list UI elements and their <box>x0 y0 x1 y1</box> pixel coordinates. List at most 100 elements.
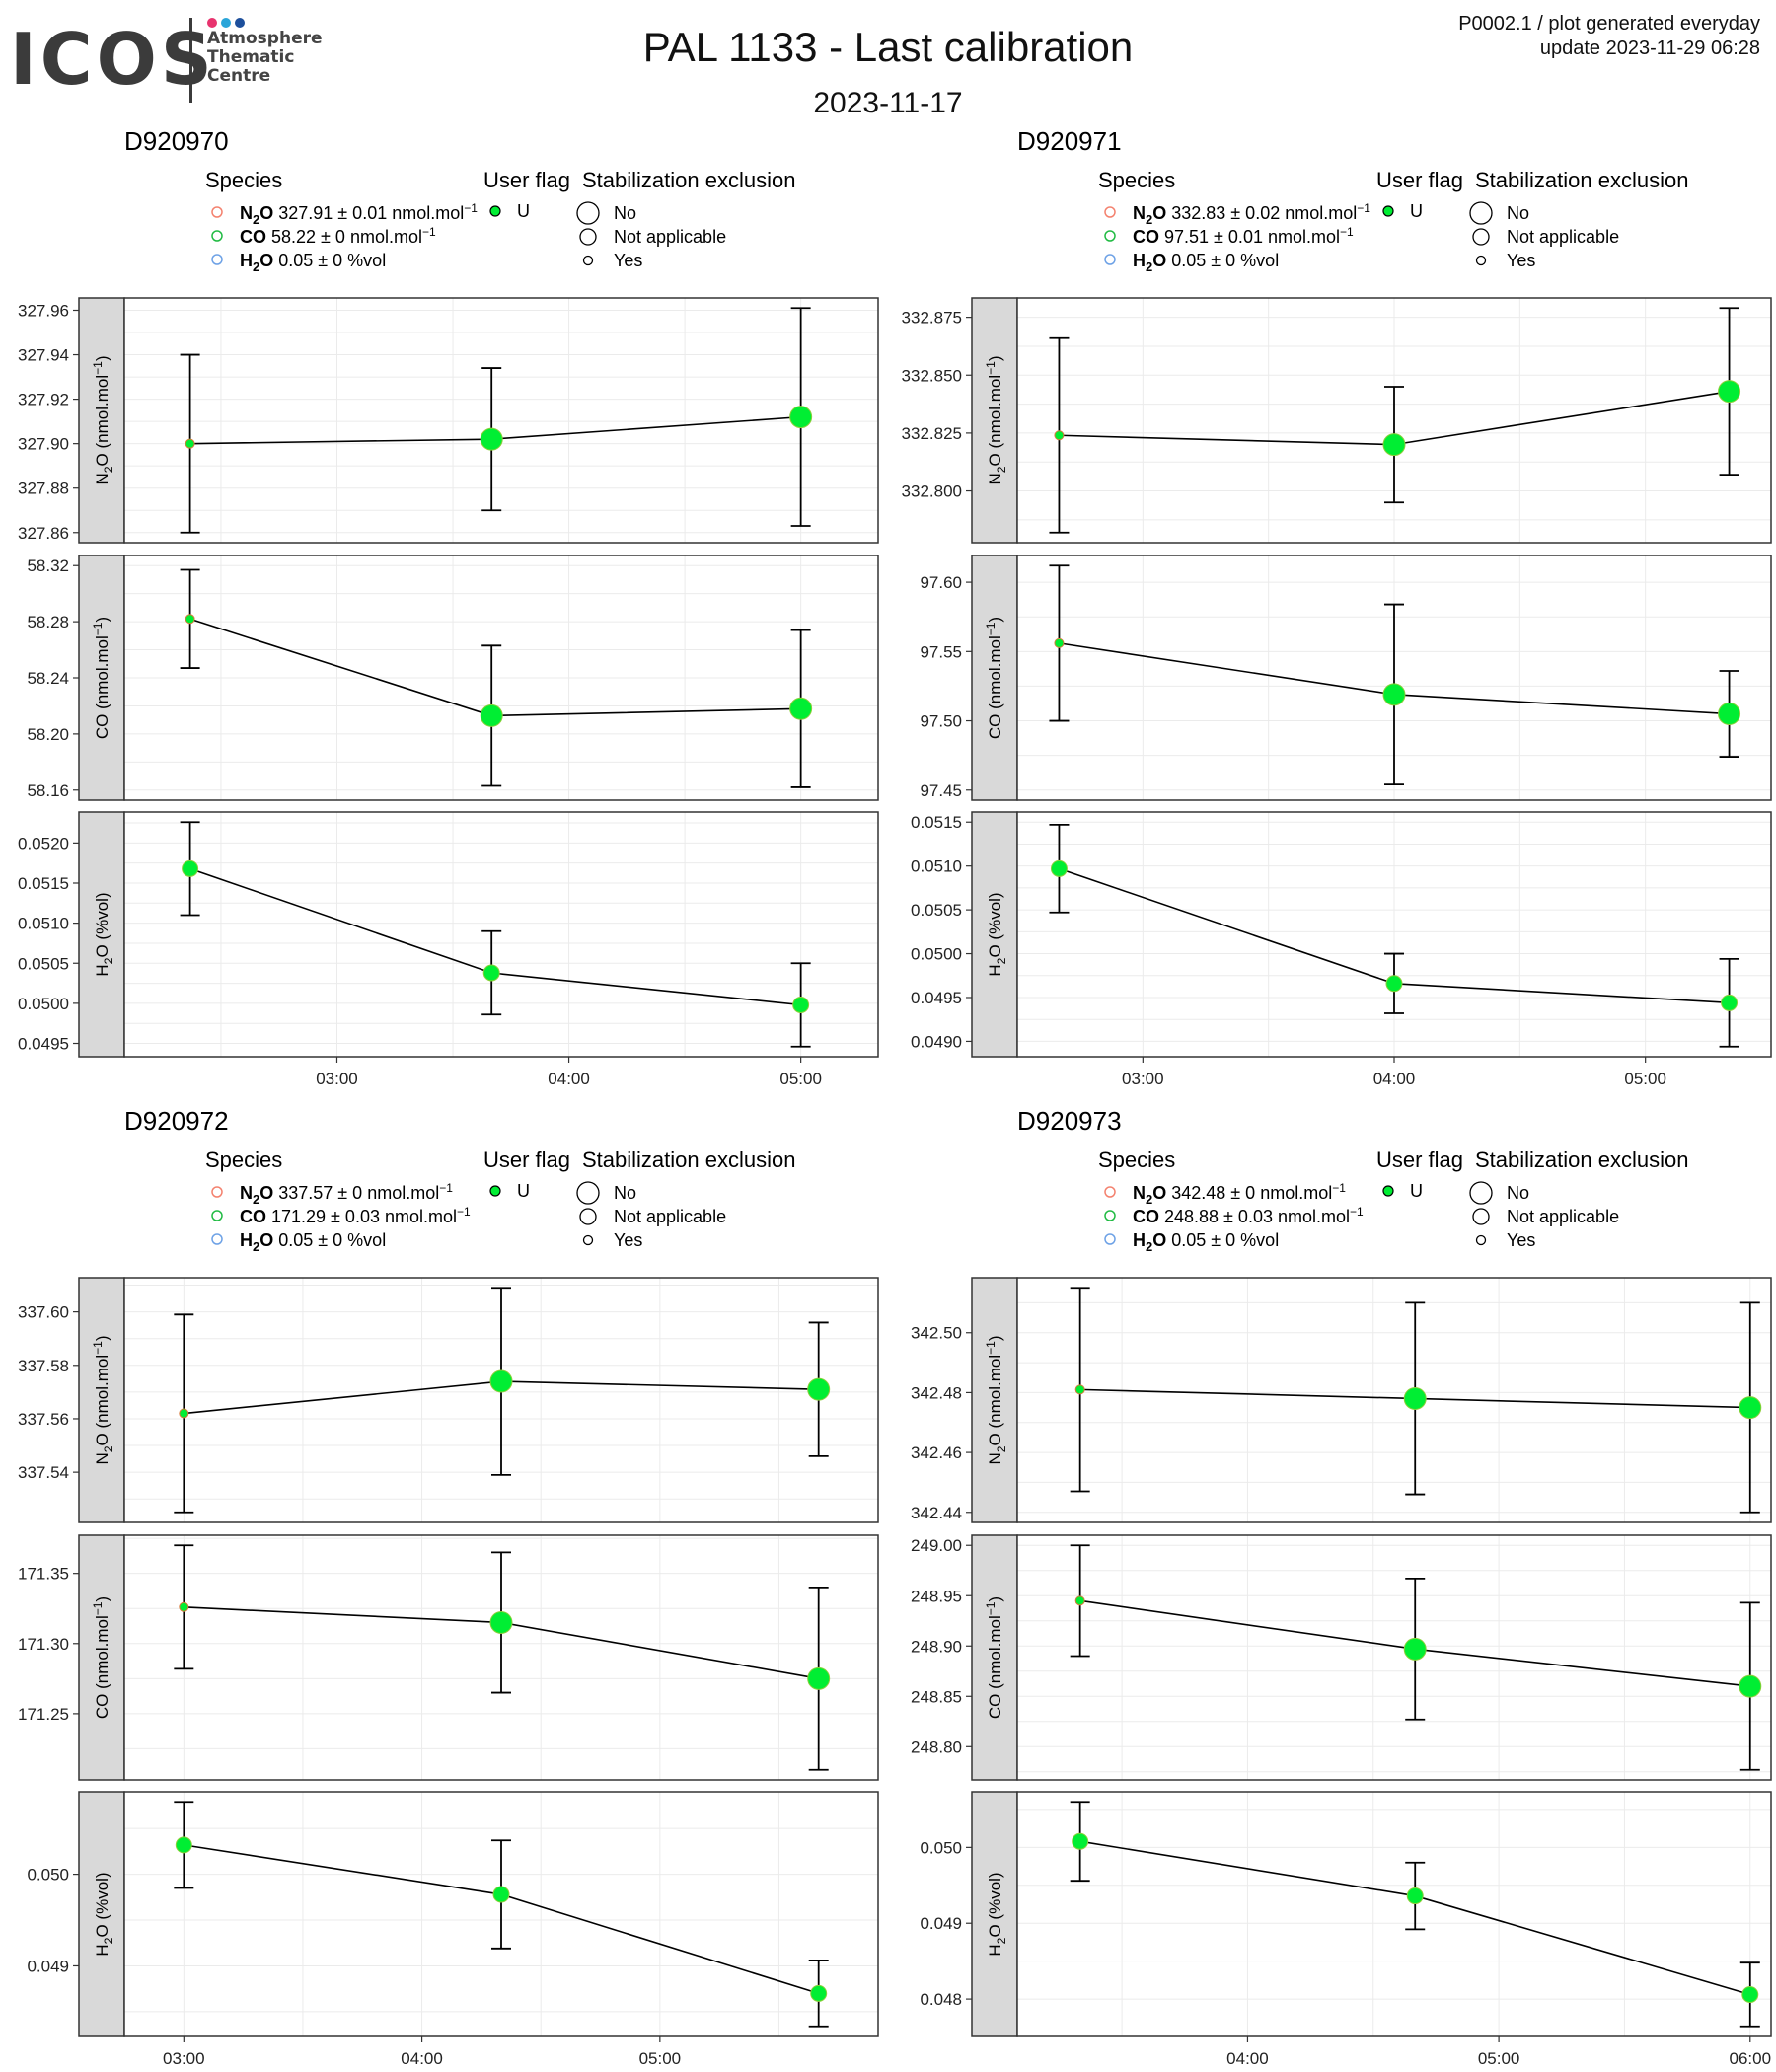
cylinder-label: D920970 <box>124 126 229 156</box>
logo-sub-line-3: Centre <box>207 66 271 86</box>
legend-stab-value: Not applicable <box>614 1207 726 1226</box>
y-tick-label: 327.96 <box>18 301 69 320</box>
data-point <box>1050 859 1068 877</box>
data-point <box>179 1408 189 1419</box>
legend-stab-key <box>582 1234 594 1246</box>
y-tick-label: 0.050 <box>920 1838 962 1857</box>
legend-stab-key <box>576 201 600 225</box>
generation-line: P0002.1 / plot generated everyday <box>1458 13 1760 35</box>
legend-stab-title: Stabilization exclusion <box>582 168 795 192</box>
data-point <box>1741 1985 1759 2003</box>
x-tick-label: 05:00 <box>639 2049 682 2068</box>
panel-border <box>1016 1791 1772 2037</box>
panel-border <box>1016 555 1772 801</box>
y-tick-label: 0.0505 <box>911 901 962 920</box>
data-point <box>489 1369 513 1393</box>
y-tick-label: 58.24 <box>27 669 69 688</box>
panel-ylabel: CO (nmol.mol−1) <box>91 1596 111 1719</box>
data-point <box>789 697 813 720</box>
logo-sub-line-2: Thematic <box>207 47 295 67</box>
legend-species-entry: CO 248.88 ± 0.03 nmol.mol−1 <box>1133 1205 1364 1226</box>
legend-species-title: Species <box>205 1147 282 1172</box>
data-point <box>1721 994 1739 1011</box>
cylinder-label: D920972 <box>124 1106 229 1136</box>
y-tick-label: 58.28 <box>27 613 69 631</box>
panel-ylabel: H2O (%vol) <box>93 1872 115 1956</box>
x-tick-label: 03:00 <box>163 2049 205 2068</box>
y-tick-label: 332.825 <box>902 424 962 443</box>
chart-group: D920971 Species N2O 332.83 ± 0.02 nmol.mol… <box>902 126 1772 1088</box>
legend-species-entry: CO 58.22 ± 0 nmol.mol−1 <box>240 225 436 247</box>
data-point <box>1739 1396 1762 1420</box>
panel-strip <box>78 811 125 1058</box>
panel-border <box>123 811 879 1058</box>
data-point <box>182 859 199 877</box>
legend-species-key <box>1104 1233 1116 1245</box>
y-tick-label: 248.90 <box>911 1637 962 1656</box>
legend-species-key <box>1104 1210 1116 1221</box>
legend-species-key <box>211 254 223 265</box>
data-point <box>492 1886 510 1903</box>
y-tick-label: 0.049 <box>920 1914 962 1933</box>
y-tick-label: 332.850 <box>902 366 962 385</box>
update-line: update 2023-11-29 06:28 <box>1539 37 1760 59</box>
legend-species-key <box>211 1210 223 1221</box>
data-point <box>1406 1887 1424 1905</box>
page-title: PAL 1133 - Last calibration <box>642 24 1134 70</box>
logo-dot-cyan <box>221 18 231 28</box>
legend-stab-key <box>1475 255 1487 266</box>
legend-stab-key <box>1475 1234 1487 1246</box>
icos-logo: ICOS Atmosphere Thematic Centre <box>10 14 335 103</box>
cylinder-label: D920971 <box>1017 126 1122 156</box>
x-tick-label: 05:00 <box>1478 2049 1520 2068</box>
panel-border <box>123 555 879 801</box>
panel-ylabel: H2O (%vol) <box>986 892 1008 976</box>
data-point <box>480 427 503 451</box>
data-point <box>489 1610 513 1634</box>
y-tick-label: 0.0510 <box>911 857 962 876</box>
panel-strip <box>78 1534 125 1781</box>
panel-ylabel: CO (nmol.mol−1) <box>984 617 1004 739</box>
chart-group: D920970 Species N2O 327.91 ± 0.01 nmol.mol… <box>18 126 879 1088</box>
logo-divider <box>189 18 192 103</box>
panel-strip <box>78 297 125 544</box>
data-point <box>1739 1674 1762 1698</box>
logo-sub-line-1: Atmosphere <box>207 29 323 48</box>
y-tick-label: 337.58 <box>18 1357 69 1375</box>
panel-strip <box>78 555 125 801</box>
panel-ylabel: CO (nmol.mol−1) <box>984 1596 1004 1719</box>
legend-flag-title: User flag <box>483 168 570 192</box>
legend-flag-key <box>489 205 501 217</box>
y-tick-label: 0.0495 <box>911 989 962 1007</box>
legend-stab-key <box>1472 1208 1490 1225</box>
legend-stab-key <box>579 228 597 246</box>
x-tick-label: 04:00 <box>1226 2049 1269 2068</box>
legend-flag-value: U <box>1410 1181 1423 1201</box>
data-point <box>1054 430 1065 441</box>
legend-stab-title: Stabilization exclusion <box>1475 168 1688 192</box>
panel-border <box>123 1277 879 1523</box>
legend-stab-key <box>1469 1181 1493 1205</box>
legend-species-entry: N2O 332.83 ± 0.02 nmol.mol−1 <box>1133 201 1370 227</box>
legend-species-key <box>1104 1186 1116 1198</box>
legend-flag-title: User flag <box>483 1147 570 1172</box>
logo-dot-navy <box>235 18 245 28</box>
legend-species-key <box>211 1186 223 1198</box>
legend-stab-title: Stabilization exclusion <box>582 1147 795 1172</box>
y-tick-label: 58.32 <box>27 556 69 575</box>
legend-flag-value: U <box>517 201 530 221</box>
legend-species-key <box>1104 206 1116 218</box>
panel-strip <box>971 297 1018 544</box>
panel-border <box>1016 1534 1772 1781</box>
x-tick-label: 03:00 <box>1122 1070 1164 1088</box>
data-point <box>807 1666 831 1690</box>
panel-ylabel: N2O (nmol.mol−1) <box>91 1335 115 1464</box>
legend-flag-key <box>1382 205 1394 217</box>
legend-stab-key <box>582 255 594 266</box>
y-tick-label: 0.0515 <box>18 874 69 893</box>
data-point <box>482 964 500 982</box>
legend-species-entry: H2O 0.05 ± 0 %vol <box>240 1230 386 1254</box>
y-tick-label: 97.45 <box>920 781 962 800</box>
